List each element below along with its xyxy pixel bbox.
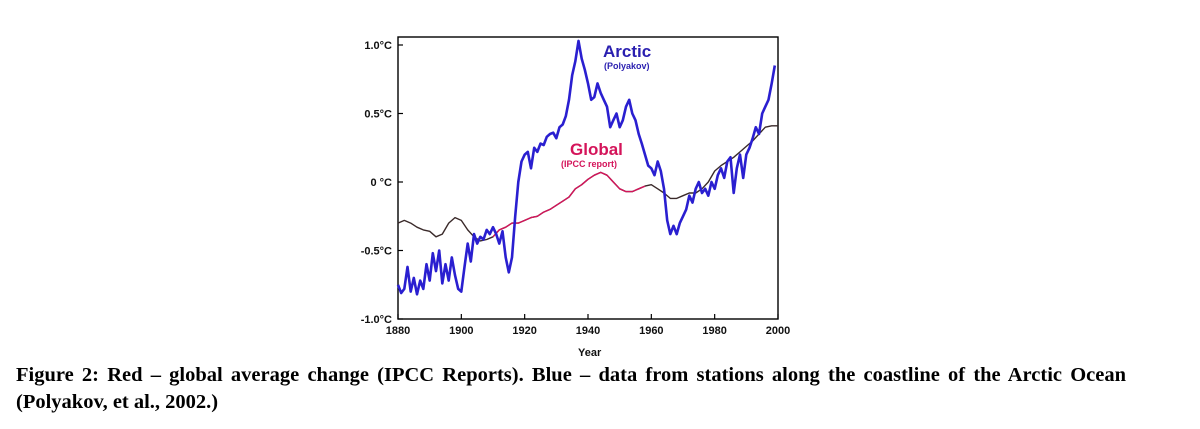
arctic-annotation-subtitle: (Polyakov) [604,61,650,71]
x-tick-label: 1940 [576,325,600,337]
y-tick-label: 0.5°C [364,109,392,121]
x-tick-label: 1980 [702,325,726,337]
x-axis-label: Year [578,347,602,359]
chart-labels: Arctic (Polyakov) Global (IPCC report) Y… [561,42,651,359]
series-arctic-line [396,39,777,296]
arctic-annotation-title: Arctic [603,42,651,61]
y-tick-label: 0 °C [370,177,392,189]
y-tick-label: 1.0°C [364,40,392,52]
x-tick-label: 2000 [766,325,790,337]
figure-caption: Figure 2: Red – global average change (I… [16,364,1126,413]
y-tick-label: -0.5°C [361,246,392,258]
x-tick-label: 1880 [386,325,410,337]
x-tick-label: 1920 [512,325,536,337]
x-tick-label: 1900 [449,325,473,337]
global-annotation-title: Global [570,140,623,159]
series-global-highlight [492,171,646,238]
series-layer [396,39,778,296]
x-tick-label: 1960 [639,325,663,337]
y-tick-label: -1.0°C [361,314,392,326]
global-annotation-subtitle: (IPCC report) [561,159,617,169]
figure: 1.0°C 0.5°C 0 °C -0.5°C -1.0°C 1880 1900 1920 19… [361,36,790,359]
